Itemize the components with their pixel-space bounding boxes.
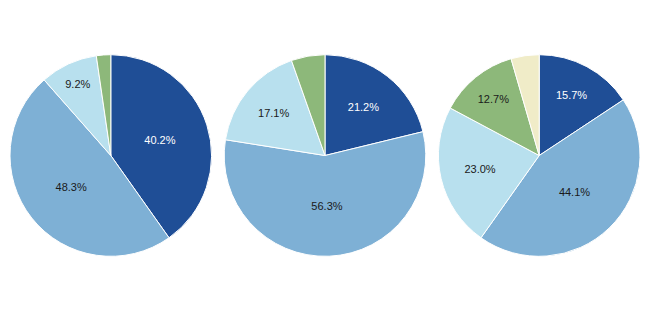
svg-text:44.1%: 44.1% — [559, 186, 590, 198]
svg-text:40.2%: 40.2% — [144, 134, 175, 146]
svg-text:23.0%: 23.0% — [464, 163, 495, 175]
svg-text:9.2%: 9.2% — [65, 78, 90, 90]
svg-text:17.1%: 17.1% — [258, 107, 289, 119]
svg-text:15.7%: 15.7% — [556, 89, 587, 101]
svg-text:48.3%: 48.3% — [56, 181, 87, 193]
svg-text:21.2%: 21.2% — [348, 101, 379, 113]
svg-text:12.7%: 12.7% — [478, 93, 509, 105]
svg-text:56.3%: 56.3% — [311, 200, 342, 212]
